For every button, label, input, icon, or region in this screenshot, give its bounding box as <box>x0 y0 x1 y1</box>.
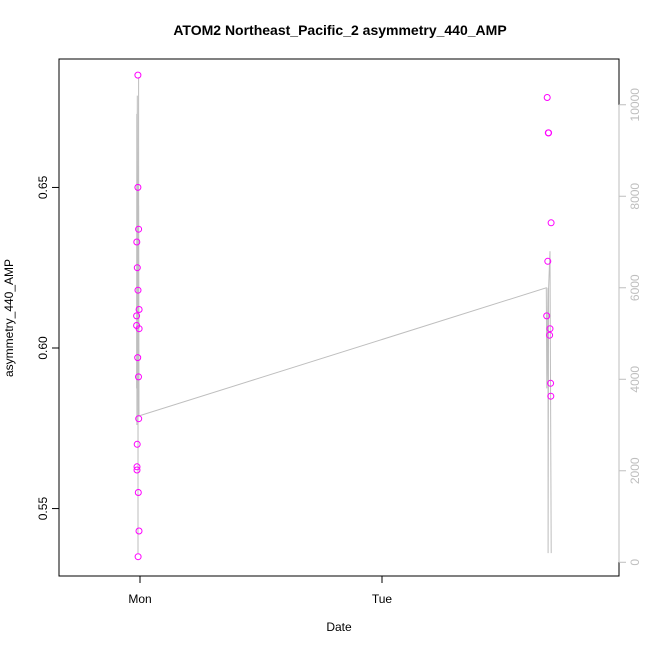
x-tick-label: Mon <box>128 592 151 606</box>
x-axis-label: Date <box>326 620 352 634</box>
data-point <box>134 71 142 79</box>
data-point <box>133 463 141 471</box>
data-point <box>546 331 554 339</box>
data-point <box>547 392 555 400</box>
data-point <box>545 129 553 137</box>
right-axis: 0 2000 4000 6000 8000 10000 <box>618 88 642 566</box>
left-tick-label: 0.60 <box>36 336 50 360</box>
data-point <box>135 527 143 535</box>
x-axis: Mon Tue <box>128 575 393 606</box>
data-point <box>134 183 142 191</box>
data-point <box>133 264 141 272</box>
right-tick-label: 2000 <box>628 457 642 484</box>
right-tick-label: 10000 <box>628 88 642 122</box>
left-tick-label: 0.65 <box>36 175 50 199</box>
data-point <box>135 373 142 381</box>
plot-frame <box>58 58 620 577</box>
data-point <box>543 94 551 101</box>
data-point <box>135 225 143 233</box>
right-tick-label: 0 <box>628 559 642 566</box>
data-point <box>135 415 143 423</box>
data-point <box>135 306 143 313</box>
series-line <box>136 77 552 554</box>
data-point <box>135 325 143 333</box>
data-point <box>134 354 142 362</box>
data-point <box>134 489 142 496</box>
right-tick-label: 4000 <box>628 366 642 393</box>
data-point <box>134 553 142 561</box>
chart-title: ATOM2 Northeast_Pacific_2 asymmetry_440_… <box>173 22 506 38</box>
right-tick-label: 6000 <box>628 274 642 301</box>
x-tick-label: Tue <box>372 592 393 606</box>
data-point <box>133 440 141 448</box>
data-point <box>133 466 141 474</box>
data-point <box>543 312 551 320</box>
data-point <box>547 219 555 227</box>
plot-area <box>133 71 555 561</box>
data-point <box>544 257 552 265</box>
y-axis-label: asymmetry_440_AMP <box>2 259 16 377</box>
data-point <box>133 238 141 246</box>
left-tick-label: 0.55 <box>36 497 50 521</box>
data-point <box>134 286 142 294</box>
data-point <box>546 325 554 333</box>
left-axis: 0.55 0.60 0.65 <box>36 175 60 521</box>
data-point <box>133 312 141 320</box>
data-point <box>547 379 555 387</box>
right-tick-label: 8000 <box>628 183 642 210</box>
